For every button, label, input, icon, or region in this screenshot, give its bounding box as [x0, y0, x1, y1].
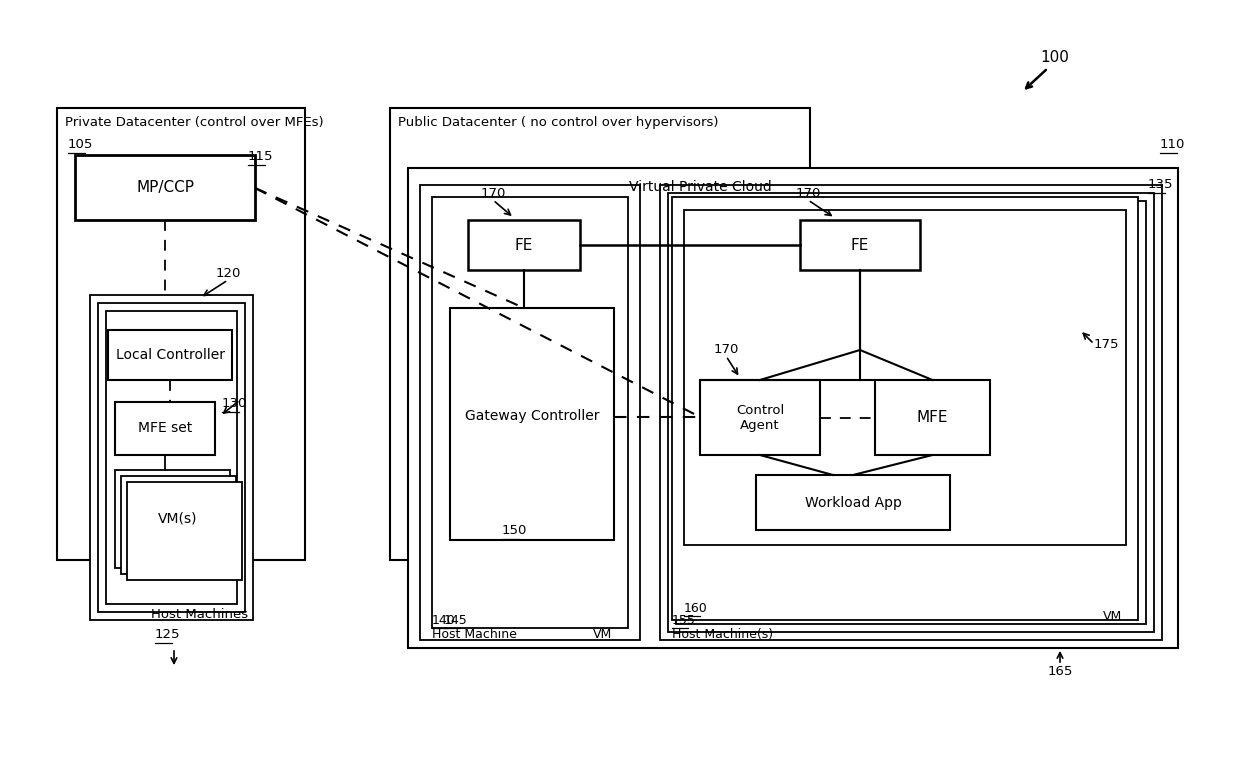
Text: 120: 120: [216, 267, 241, 280]
Bar: [684, 210, 1126, 545]
Text: Workload App: Workload App: [805, 496, 901, 509]
Text: 110: 110: [1159, 138, 1185, 151]
Bar: [122, 476, 236, 574]
Text: Local Controller: Local Controller: [115, 348, 224, 362]
Bar: [420, 185, 640, 640]
Bar: [701, 380, 820, 455]
Text: FE: FE: [851, 237, 869, 252]
Text: 140: 140: [432, 614, 456, 627]
Text: 160: 160: [684, 602, 708, 615]
Bar: [432, 197, 627, 628]
Text: MFE set: MFE set: [138, 421, 192, 436]
Text: Private Datacenter (control over MFEs): Private Datacenter (control over MFEs): [64, 116, 324, 129]
Bar: [57, 108, 305, 560]
Text: 145: 145: [444, 614, 467, 627]
Bar: [672, 197, 1138, 620]
Text: MFE: MFE: [916, 410, 949, 425]
Text: 100: 100: [1040, 51, 1069, 65]
Text: 115: 115: [248, 150, 274, 163]
Text: MP/CCP: MP/CCP: [136, 180, 193, 195]
Text: 170: 170: [795, 187, 821, 200]
Text: Host Machine(s): Host Machine(s): [672, 628, 773, 641]
Text: Gateway Controller: Gateway Controller: [465, 409, 599, 423]
Bar: [467, 220, 580, 270]
Text: 155: 155: [672, 614, 696, 627]
Bar: [105, 311, 237, 604]
Bar: [800, 220, 920, 270]
Bar: [756, 475, 950, 530]
Bar: [115, 402, 215, 455]
Text: 175: 175: [1094, 337, 1120, 350]
Text: VM: VM: [1102, 610, 1122, 623]
Text: 130: 130: [222, 397, 247, 410]
Text: Control
Agent: Control Agent: [735, 403, 784, 431]
Bar: [676, 201, 1146, 624]
Text: Host Machines: Host Machines: [151, 608, 248, 621]
Text: 165: 165: [1048, 665, 1073, 678]
Bar: [98, 303, 246, 612]
Bar: [408, 168, 1178, 648]
Bar: [391, 108, 810, 560]
Bar: [126, 482, 242, 580]
Bar: [91, 295, 253, 620]
Text: Host Machine: Host Machine: [432, 628, 517, 641]
Text: VM: VM: [593, 628, 613, 641]
Text: 170: 170: [480, 187, 506, 200]
Text: 105: 105: [68, 138, 93, 151]
Text: 170: 170: [713, 343, 739, 356]
Text: VM(s): VM(s): [159, 511, 197, 525]
Bar: [74, 155, 255, 220]
Bar: [108, 330, 232, 380]
Bar: [668, 193, 1154, 632]
Bar: [660, 185, 1162, 640]
Text: Virtual Private Cloud: Virtual Private Cloud: [629, 180, 771, 194]
Text: 150: 150: [502, 524, 527, 537]
Bar: [450, 308, 614, 540]
Text: Public Datacenter ( no control over hypervisors): Public Datacenter ( no control over hype…: [398, 116, 718, 129]
Text: 135: 135: [1148, 178, 1173, 191]
Bar: [875, 380, 990, 455]
Text: FE: FE: [515, 237, 533, 252]
Bar: [115, 470, 229, 568]
Text: 125: 125: [155, 628, 181, 641]
